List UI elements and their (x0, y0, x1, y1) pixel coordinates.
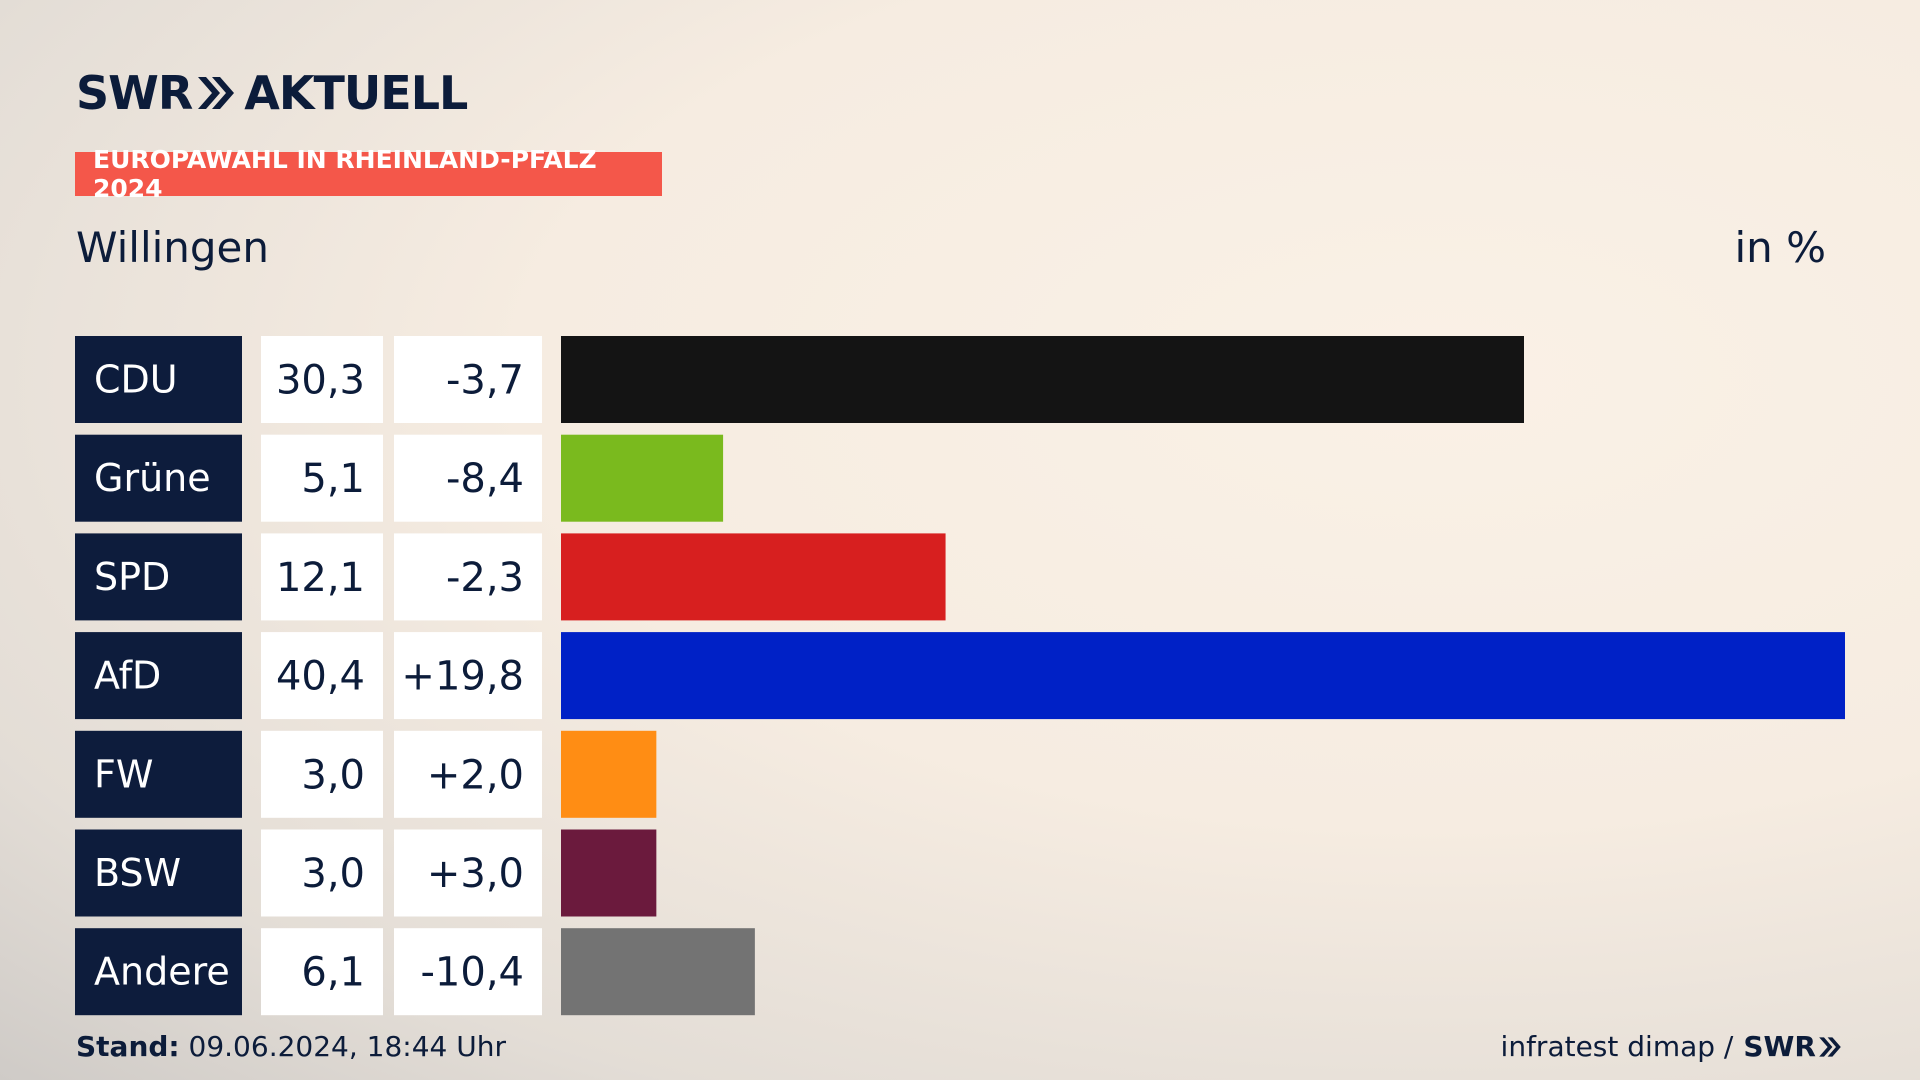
result-bar (561, 730, 657, 818)
logo-aktuell-text: AKTUELL (244, 66, 468, 120)
unit-label: in % (1734, 223, 1826, 272)
vote-share-label: 3,0 (301, 752, 365, 798)
change-label: -2,3 (446, 555, 524, 601)
party-label-box (75, 336, 242, 423)
party-name: FW (94, 752, 153, 796)
change-label: -3,7 (446, 358, 524, 404)
change-box (394, 336, 542, 423)
result-bar (561, 434, 724, 522)
change-box (394, 434, 542, 522)
change-box (394, 928, 542, 1016)
party-name: Grüne (94, 456, 211, 500)
result-bar (561, 533, 946, 621)
change-label: -10,4 (421, 950, 525, 996)
change-box (394, 533, 542, 621)
change-label: +3,0 (427, 851, 524, 897)
vote-share-label: 12,1 (276, 555, 365, 601)
value-box (261, 434, 383, 522)
party-name: CDU (94, 358, 178, 402)
change-label: +2,0 (427, 752, 524, 798)
vote-share-label: 5,1 (301, 456, 365, 502)
value-box (261, 829, 383, 917)
party-label-box (75, 928, 242, 1016)
stand-label: Stand: (76, 1030, 180, 1063)
value-box (261, 336, 383, 423)
double-chevron-icon (198, 77, 235, 109)
vote-share-label: 40,4 (276, 654, 365, 700)
source-credit: infratest dimap / SWR (1501, 1030, 1842, 1064)
location-title: Willingen (76, 223, 270, 272)
vote-share-label: 30,3 (276, 358, 365, 404)
result-bar (561, 829, 657, 917)
result-bar (561, 928, 755, 1016)
party-name: Andere (94, 950, 230, 994)
change-box (394, 730, 542, 818)
vote-share-label: 6,1 (301, 950, 365, 996)
vote-share-label: 3,0 (301, 851, 365, 897)
party-name: BSW (94, 851, 181, 895)
value-box (261, 533, 383, 621)
change-label: -8,4 (446, 456, 524, 502)
party-name: SPD (94, 555, 170, 599)
swr-aktuell-logo: SWR AKTUELL (76, 66, 468, 120)
result-bar (561, 336, 1524, 423)
value-box (261, 730, 383, 818)
party-label-box (75, 632, 242, 720)
stand-value: 09.06.2024, 18:44 Uhr (188, 1030, 506, 1063)
value-box (261, 928, 383, 1016)
result-bar (561, 632, 1845, 720)
logo-swr-text: SWR (76, 66, 193, 120)
party-label-box (75, 829, 242, 917)
source-swr-text: SWR (1743, 1030, 1816, 1063)
change-box (394, 829, 542, 917)
change-box (394, 632, 542, 720)
source-text: infratest dimap / (1500, 1030, 1734, 1063)
change-label: +19,8 (401, 654, 524, 700)
party-label-box (75, 533, 242, 621)
party-name: AfD (94, 654, 161, 698)
party-label-box (75, 730, 242, 818)
double-chevron-icon (1819, 1037, 1841, 1057)
value-box (261, 632, 383, 720)
timestamp: Stand: 09.06.2024, 18:44 Uhr (76, 1030, 506, 1064)
party-label-box (75, 434, 242, 522)
